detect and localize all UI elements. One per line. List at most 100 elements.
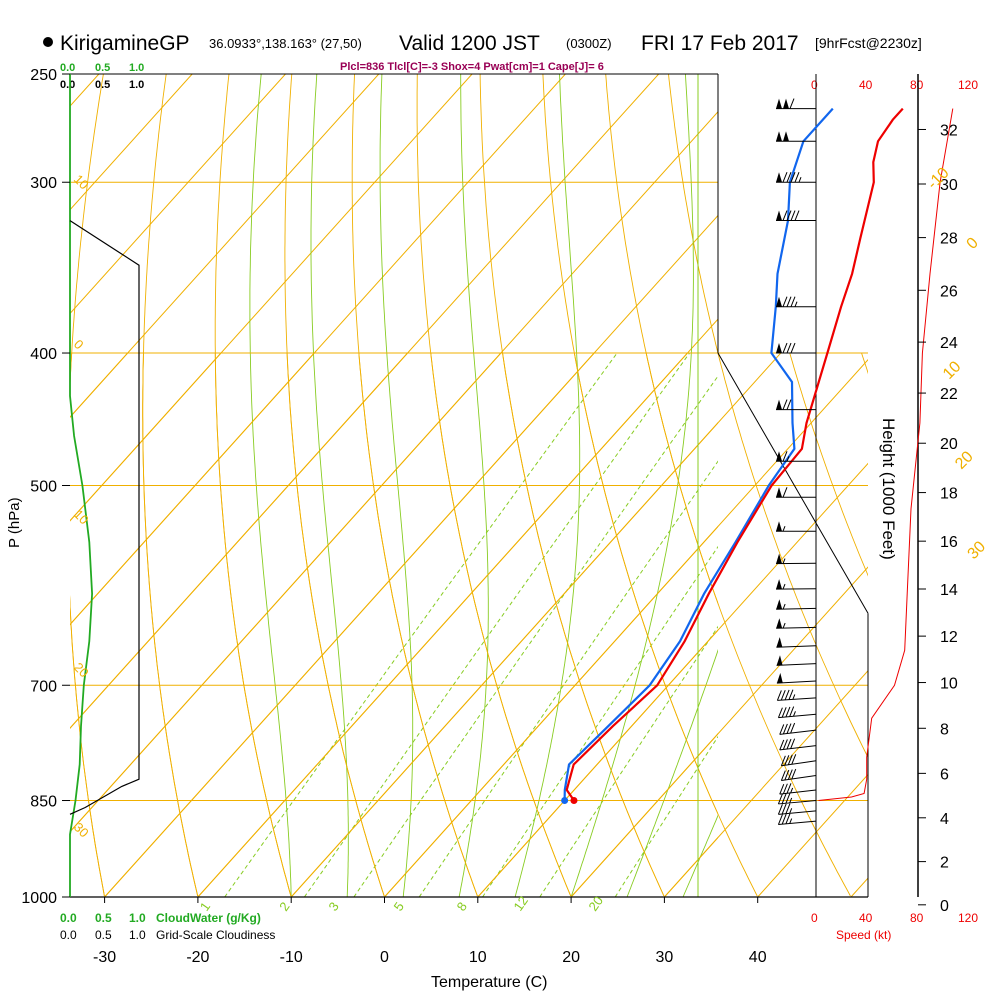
height-tick-label: 10	[940, 676, 958, 693]
cloud-scale-top: 0.0 0.5 1.0 0.0 0.5 1.0	[60, 62, 144, 91]
isotherm-label: 30	[965, 538, 990, 563]
pressure-tick-label: 850	[30, 794, 57, 811]
mixing-ratio-label: 5	[390, 899, 406, 914]
barb-flag	[786, 210, 792, 221]
cloud-black-tick: 1.0	[129, 79, 144, 91]
barb-flag	[784, 755, 790, 766]
wind-barb	[776, 553, 817, 565]
temp-tick-label: 40	[749, 949, 767, 966]
dry-adiabat-line	[982, 74, 1000, 896]
mixing-ratio-label: 3	[325, 899, 341, 914]
isotherm-line	[0, 74, 6, 897]
barb-shaft	[778, 820, 817, 826]
mixing-ratio-label: 12	[510, 893, 531, 913]
barb-flag	[777, 804, 783, 815]
dry-adiabat-label: 0	[71, 337, 87, 353]
wind-barb	[779, 783, 817, 795]
barb-pennant	[776, 655, 783, 666]
wind-barb	[776, 98, 816, 110]
barb-flag	[781, 793, 787, 804]
barb-flag	[779, 739, 785, 751]
speed-tick: 80	[910, 78, 924, 92]
barb-flag	[784, 689, 790, 701]
barb-pennant	[776, 399, 782, 410]
frame-diagonal	[717, 352, 869, 614]
barb-flag	[782, 723, 788, 735]
moist-adiabat-line	[514, 74, 581, 897]
barb-flag	[790, 722, 796, 734]
barb-flag	[777, 814, 783, 825]
isotherm-label: 0	[964, 234, 982, 252]
height-tick-label: 32	[940, 122, 958, 139]
barb-shaft	[776, 626, 817, 629]
cloud-black-tick: 0.0	[60, 928, 77, 942]
speed-scale-bottom: 0 40 80 120 Speed (kt)	[811, 911, 978, 942]
barb-flag	[785, 813, 791, 825]
plot-frame	[70, 73, 919, 898]
wind-barb	[777, 803, 817, 815]
dry-adiabat-line	[982, 74, 1000, 896]
speed-axis-label: Speed (kt)	[836, 928, 891, 942]
barb-half-flag	[789, 808, 793, 814]
cloudiness-line	[69, 220, 140, 815]
cloudwater-label: CloudWater (g/Kg)	[156, 911, 261, 925]
barb-flag	[779, 783, 785, 795]
barb-half-flag	[786, 456, 790, 462]
wind-barb	[777, 793, 817, 805]
barb-flag	[777, 707, 783, 718]
barb-flag	[782, 342, 788, 354]
barb-pennant	[776, 599, 783, 610]
wind-barb	[776, 210, 816, 222]
temp-tick-label: -20	[186, 949, 209, 966]
barb-pennant	[776, 579, 783, 590]
barb-flag	[790, 342, 796, 354]
height-tick-label: 18	[940, 486, 958, 503]
speed-tick: 0	[811, 911, 818, 925]
cloud-black-tick: 1.0	[129, 928, 146, 942]
isotherm-line	[70, 74, 286, 315]
pressure-tick-label: 400	[30, 346, 57, 363]
height-tick-label: 28	[940, 231, 958, 248]
temperature-line	[565, 107, 904, 802]
isotherm-line	[664, 670, 868, 897]
barb-pennant	[776, 172, 782, 183]
barb-flag	[786, 296, 792, 307]
dry-adiabat-line	[920, 74, 1000, 896]
barb-half-flag	[792, 694, 796, 700]
barb-flag	[782, 210, 788, 221]
x-axis-label: Temperature (C)	[431, 974, 547, 991]
wind-barb	[776, 637, 817, 648]
moist-adiabat-line	[626, 648, 718, 897]
pressure-tick-label: 250	[30, 67, 57, 84]
cloud-black-tick: 0.5	[95, 928, 112, 942]
cloud-green-tick: 0.0	[60, 62, 75, 74]
wind-barb	[776, 599, 817, 610]
barb-flag	[781, 803, 787, 815]
wind-barb	[776, 131, 816, 142]
station-dot-icon	[43, 37, 53, 47]
barb-shaft	[778, 810, 817, 815]
barb-shaft	[776, 680, 817, 684]
mixing-ratio-label: 2	[276, 899, 292, 914]
wind-barb	[780, 754, 817, 767]
mixing-ratio-label: 20	[585, 893, 606, 913]
barb-half-flag	[789, 818, 793, 824]
temperature-line-surface-point	[570, 797, 578, 805]
speed-tick: 40	[859, 911, 873, 925]
wind-barb	[776, 451, 816, 462]
wind-barb	[779, 722, 817, 735]
dewpoint-line-surface-point	[561, 797, 569, 805]
valid-time: Valid 1200 JST	[399, 32, 540, 55]
temp-tick-label: 20	[562, 949, 580, 966]
barb-shaft	[778, 800, 817, 805]
barb-half-flag	[789, 797, 793, 804]
barb-shaft	[778, 713, 817, 719]
barb-pennant	[776, 487, 782, 498]
barb-flag	[786, 342, 792, 354]
barb-flag	[787, 769, 793, 780]
pressure-tick-label: 300	[30, 175, 57, 192]
valid-date: FRI 17 Feb 2017	[641, 32, 799, 55]
speed-scale-top: 0 40 80 120	[811, 78, 978, 92]
barb-flag	[785, 803, 791, 814]
barb-flag	[785, 706, 791, 718]
